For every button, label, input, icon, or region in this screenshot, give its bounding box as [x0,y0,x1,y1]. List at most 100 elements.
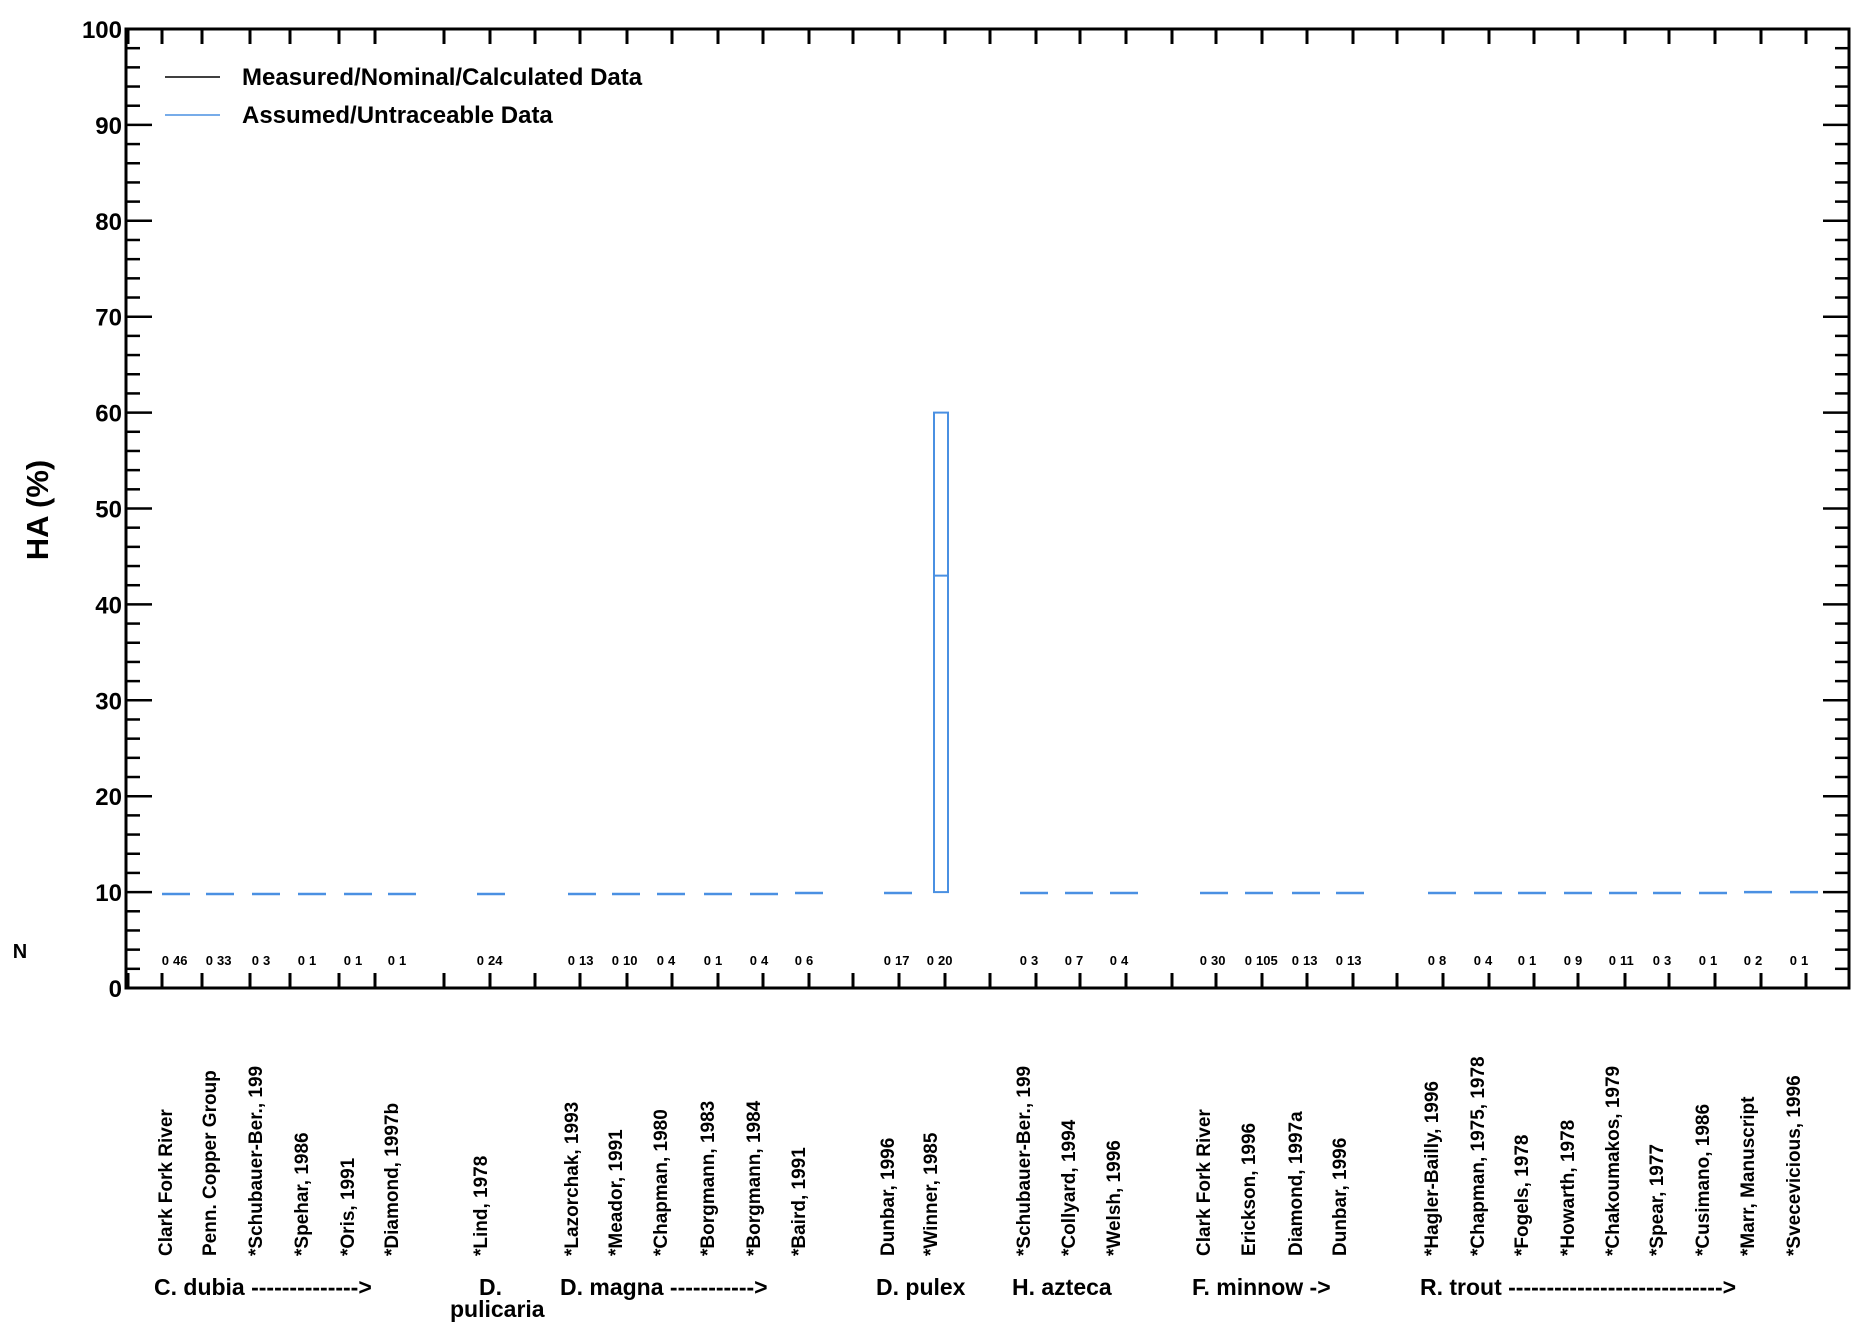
n-count-total: 30 [1211,953,1225,968]
n-count-total: 1 [1801,953,1808,968]
n-count-total: 1 [399,953,406,968]
study-label: *Baird, 1991 [789,1147,810,1256]
study-label: Clark Fork River [156,1109,177,1256]
n-count-total: 1 [1529,953,1536,968]
n-count-start: 0 [1200,953,1207,968]
study-label: *Diamond, 1997b [382,1103,403,1256]
y-tick-label: 40 [95,592,122,619]
study-labels: Clark Fork River Penn. Copper Group *Schub… [156,1056,1805,1256]
n-count-start: 0 [1110,953,1117,968]
plot-border [124,27,1851,990]
n-count-total: 13 [1303,953,1317,968]
n-count-total: 3 [263,953,270,968]
box-mark [933,411,949,894]
n-count-start: 0 [477,953,484,968]
n-count-start: 0 [568,953,575,968]
study-label: *Chapman, 1980 [651,1109,672,1256]
n-count-start: 0 [1564,953,1571,968]
study-label: *Chapman, 1975, 1978 [1468,1056,1489,1256]
n-count-total: 2 [1755,953,1762,968]
n-count-total: 10 [623,953,637,968]
n-count-total: 13 [579,953,593,968]
n-count-start: 0 [795,953,802,968]
study-label: Clark Fork River [1194,1109,1215,1256]
n-count-start: 0 [162,953,169,968]
study-label: Diamond, 1997a [1286,1111,1307,1256]
group-label: H. azteca [1012,1274,1112,1300]
study-label: *Oris, 1991 [338,1157,359,1256]
study-label: Dunbar, 1996 [1330,1138,1351,1256]
n-count-start: 0 [657,953,664,968]
n-count-start: 0 [612,953,619,968]
y-tick-label: 60 [95,401,122,428]
group-label: R. trout ----------------------------> [1420,1274,1736,1300]
n-count-start: 0 [1744,953,1751,968]
study-label: *Cusimano, 1986 [1693,1104,1714,1256]
n-count-start: 0 [1518,953,1525,968]
n-count-start: 0 [1292,953,1299,968]
n-count-total: 3 [1664,953,1671,968]
n-count-total: 4 [1485,953,1493,968]
n-count-start: 0 [1428,953,1435,968]
n-count-total: 9 [1575,953,1582,968]
n-count-start: 0 [750,953,757,968]
y-tick-label: 80 [95,209,122,236]
study-label: *Spear, 1977 [1647,1144,1668,1256]
n-count-total: 20 [938,953,952,968]
study-label: *Svecevicious, 1996 [1784,1075,1805,1256]
n-count-total: 1 [309,953,316,968]
y-tick-label: 30 [95,688,122,715]
n-count-total: 46 [173,953,187,968]
n-count-total: 4 [1121,953,1129,968]
group-label: D. magna -----------> [560,1274,768,1300]
plot-frame [124,27,1851,990]
n-count-total: 105 [1256,953,1278,968]
tick-marks [126,27,1849,990]
n-count-total: 17 [895,953,909,968]
study-label: *Borgmann, 1983 [698,1101,719,1256]
n-count-start: 0 [1336,953,1343,968]
study-label: Dunbar, 1996 [878,1138,899,1256]
n-count-total: 24 [488,953,503,968]
y-tick-label: 90 [95,113,122,140]
n-count-start: 0 [1245,953,1252,968]
n-label: N [13,941,27,963]
n-count-total: 1 [1710,953,1717,968]
n-count-start: 0 [1699,953,1706,968]
n-count-start: 0 [206,953,213,968]
study-label: *Howarth, 1978 [1558,1120,1579,1256]
study-label: *Marr, Manuscript [1738,1096,1759,1256]
n-count-start: 0 [1653,953,1660,968]
species-group-labels: C. dubia --------------> D.pulicaria D. ma… [154,1274,1736,1322]
study-label: *Chakoumakos, 1979 [1603,1066,1624,1256]
n-count-start: 0 [344,953,351,968]
study-label: *Welsh, 1996 [1104,1140,1125,1256]
y-tick-label: 50 [95,497,122,524]
group-label-cont: pulicaria [450,1296,545,1322]
n-count-total: 7 [1076,953,1083,968]
n-count-start: 0 [704,953,711,968]
study-label: *Lazorchak, 1993 [562,1102,583,1256]
n-count-total: 4 [761,953,769,968]
study-label: *Schubauer-Ber., 199 [246,1066,267,1256]
legend: Measured/Nominal/Calculated Data Assumed… [165,64,643,129]
y-tick-label: 100 [82,17,122,44]
y-tick-labels: 0 10 20 30 40 50 60 70 80 90 100 [82,17,122,1003]
n-count-total: 6 [806,953,813,968]
study-label: *Borgmann, 1984 [744,1100,765,1256]
n-count-start: 0 [927,953,934,968]
y-tick-label: 70 [95,305,122,332]
n-count-start: 0 [252,953,259,968]
legend-label-measured: Measured/Nominal/Calculated Data [242,64,643,91]
study-label: *Collyard, 1994 [1059,1119,1080,1256]
n-count-total: 11 [1620,953,1634,968]
data-marks [162,411,1818,896]
y-tick-label: 10 [95,880,122,907]
n-count-start: 0 [1020,953,1027,968]
n-count-start: 0 [298,953,305,968]
n-count-total: 3 [1031,953,1038,968]
study-label: *Fogels, 1978 [1512,1135,1533,1256]
group-label: C. dubia --------------> [154,1274,372,1300]
group-label: F. minnow -> [1192,1274,1331,1300]
